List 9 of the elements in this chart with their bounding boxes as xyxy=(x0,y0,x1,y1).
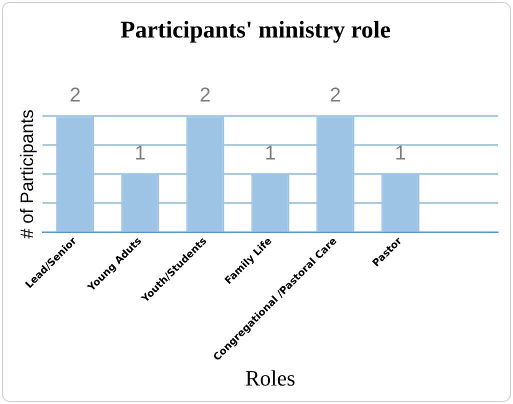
x-axis-title: Roles xyxy=(245,366,296,391)
data-label: 1 xyxy=(134,142,146,165)
data-label: 2 xyxy=(330,84,341,106)
chart-title: Participants' ministry role xyxy=(120,18,391,44)
data-label: 1 xyxy=(264,142,276,165)
y-axis-title: # of Participants xyxy=(16,110,37,239)
data-label: 2 xyxy=(70,84,81,106)
data-label: 2 xyxy=(200,84,211,106)
data-label: 1 xyxy=(394,142,406,165)
